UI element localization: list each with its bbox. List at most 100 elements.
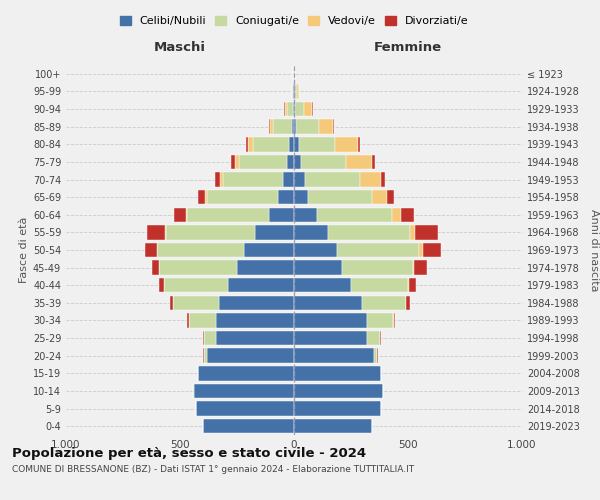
Bar [294, 102, 295, 117]
Bar [274, 120, 292, 134]
Bar [294, 366, 380, 380]
Bar [342, 260, 413, 275]
Bar [295, 84, 297, 98]
Bar [294, 84, 295, 98]
Bar [228, 278, 294, 292]
Bar [204, 331, 217, 345]
Bar [415, 225, 437, 240]
Bar [301, 154, 346, 169]
Bar [406, 296, 410, 310]
Y-axis label: Anni di nascita: Anni di nascita [589, 209, 599, 291]
Bar [196, 402, 294, 416]
Bar [308, 190, 371, 204]
Bar [371, 190, 388, 204]
Bar [253, 137, 289, 152]
Bar [170, 296, 173, 310]
Bar [294, 384, 383, 398]
Bar [410, 225, 415, 240]
Text: Maschi: Maschi [154, 42, 206, 54]
Bar [203, 331, 204, 345]
Bar [371, 154, 375, 169]
Bar [189, 314, 217, 328]
Bar [294, 120, 296, 134]
Bar [333, 120, 334, 134]
Bar [194, 384, 294, 398]
Bar [173, 296, 219, 310]
Bar [413, 260, 415, 275]
Bar [217, 314, 294, 328]
Bar [269, 120, 270, 134]
Bar [217, 331, 294, 345]
Bar [346, 154, 371, 169]
Bar [317, 208, 392, 222]
Legend: Celibi/Nubili, Coniugati/e, Vedovi/e, Divorziati/e: Celibi/Nubili, Coniugati/e, Vedovi/e, Di… [115, 12, 473, 30]
Bar [239, 154, 287, 169]
Bar [157, 243, 244, 257]
Bar [337, 243, 419, 257]
Bar [409, 278, 416, 292]
Bar [187, 208, 269, 222]
Bar [255, 225, 294, 240]
Bar [289, 137, 294, 152]
Bar [215, 172, 220, 186]
Bar [294, 348, 374, 363]
Bar [283, 172, 294, 186]
Bar [358, 137, 360, 152]
Bar [293, 102, 294, 117]
Bar [269, 208, 294, 222]
Bar [278, 190, 294, 204]
Bar [198, 190, 205, 204]
Bar [394, 314, 395, 328]
Bar [367, 331, 380, 345]
Bar [294, 331, 367, 345]
Bar [294, 314, 367, 328]
Bar [295, 102, 304, 117]
Bar [319, 120, 333, 134]
Bar [294, 137, 299, 152]
Bar [186, 208, 187, 222]
Bar [294, 419, 371, 434]
Bar [380, 366, 382, 380]
Bar [292, 120, 294, 134]
Bar [166, 225, 255, 240]
Bar [246, 137, 248, 152]
Bar [292, 84, 293, 98]
Bar [152, 260, 159, 275]
Bar [294, 278, 351, 292]
Bar [160, 260, 237, 275]
Bar [285, 102, 287, 117]
Bar [362, 296, 406, 310]
Bar [299, 137, 335, 152]
Bar [296, 120, 319, 134]
Bar [219, 296, 294, 310]
Bar [294, 208, 317, 222]
Bar [294, 243, 337, 257]
Bar [305, 172, 360, 186]
Bar [360, 172, 380, 186]
Bar [294, 172, 305, 186]
Bar [367, 314, 393, 328]
Bar [232, 154, 235, 169]
Bar [270, 120, 274, 134]
Bar [328, 225, 410, 240]
Bar [287, 102, 293, 117]
Bar [165, 225, 166, 240]
Text: Femmine: Femmine [374, 42, 442, 54]
Bar [294, 154, 301, 169]
Bar [415, 260, 427, 275]
Bar [208, 348, 294, 363]
Bar [205, 190, 208, 204]
Bar [374, 348, 377, 363]
Bar [244, 243, 294, 257]
Bar [223, 172, 283, 186]
Bar [294, 225, 328, 240]
Bar [335, 137, 358, 152]
Bar [208, 190, 278, 204]
Bar [408, 278, 409, 292]
Bar [419, 243, 423, 257]
Bar [159, 278, 164, 292]
Bar [220, 172, 223, 186]
Bar [294, 402, 380, 416]
Text: COMUNE DI BRESSANONE (BZ) - Dati ISTAT 1° gennaio 2024 - Elaborazione TUTTITALIA: COMUNE DI BRESSANONE (BZ) - Dati ISTAT 1… [12, 466, 414, 474]
Bar [203, 419, 294, 434]
